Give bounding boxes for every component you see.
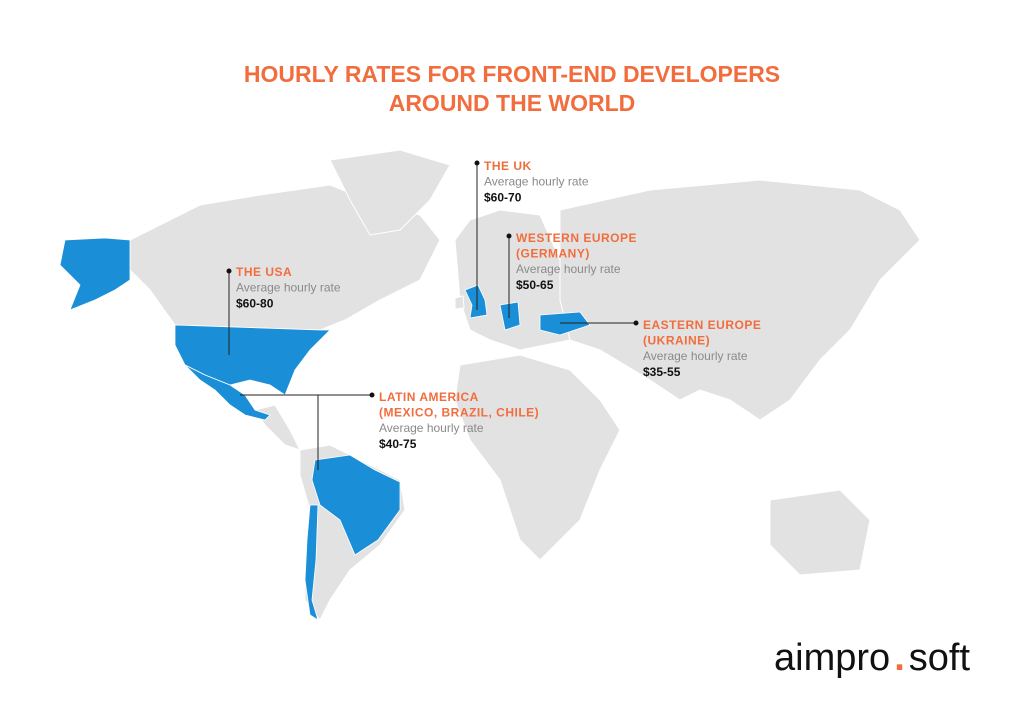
asia xyxy=(559,179,921,421)
region-caption: Average hourly rate xyxy=(379,421,484,435)
region-caption: Average hourly rate xyxy=(484,175,589,189)
australia xyxy=(769,489,871,576)
region-name: (MEXICO, BRAZIL, CHILE) xyxy=(379,406,539,420)
callout-dot xyxy=(633,320,639,326)
logo-part: soft xyxy=(909,637,971,679)
callout-dot xyxy=(369,392,375,398)
region-caption: Average hourly rate xyxy=(236,281,341,295)
callout-dot xyxy=(474,160,480,166)
region-name: THE UK xyxy=(484,159,532,173)
chile xyxy=(304,504,319,621)
callout-dot xyxy=(226,268,232,274)
usa xyxy=(174,324,331,396)
region-rate: $50-65 xyxy=(516,278,554,292)
title-line: HOURLY RATES FOR FRONT-END DEVELOPERS xyxy=(244,61,780,87)
region-rate: $60-80 xyxy=(236,297,274,311)
africa xyxy=(454,354,621,561)
logo-part: aimpro xyxy=(774,637,890,679)
region-name: (UKRAINE) xyxy=(643,334,710,348)
region-name: EASTERN EUROPE xyxy=(643,318,761,332)
region-rate: $60-70 xyxy=(484,191,522,205)
region-labels: THE USA Average hourly rate $60-80 THE UK Av… xyxy=(236,159,761,451)
mexico xyxy=(184,364,271,421)
region-caption: Average hourly rate xyxy=(516,262,621,276)
region-caption: Average hourly rate xyxy=(643,349,748,363)
uk xyxy=(464,284,488,319)
world-map xyxy=(59,149,921,621)
region-rate: $35-55 xyxy=(643,365,681,379)
callout-dot xyxy=(506,233,512,239)
region-name: (GERMANY) xyxy=(516,247,590,261)
alaska xyxy=(59,237,131,311)
germany xyxy=(499,301,521,331)
brazil xyxy=(311,454,401,556)
logo-dot: . xyxy=(894,637,905,679)
region-rate: $40-75 xyxy=(379,437,417,451)
region-name: LATIN AMERICA xyxy=(379,390,479,404)
central-america xyxy=(254,404,301,451)
ireland xyxy=(454,295,465,310)
greenland xyxy=(329,149,451,236)
callout-lines xyxy=(226,160,639,470)
logo: aimpro. soft xyxy=(774,637,970,679)
region-name: WESTERN EUROPE xyxy=(516,231,637,245)
region-name: THE USA xyxy=(236,265,292,279)
title-line: AROUND THE WORLD xyxy=(389,90,636,116)
